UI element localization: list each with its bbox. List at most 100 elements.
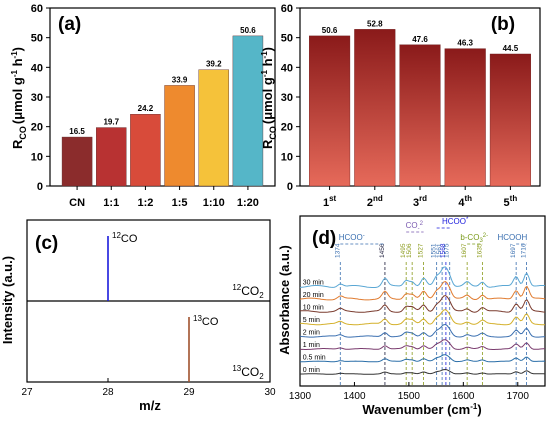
a-bar-value: 19.7 [103,118,119,127]
panel-a-bars: 16.5 19.7 24.2 33.9 39.2 50.6 [61,26,264,187]
panel-d-y-axis-title: Absorbance (a.u.) [277,245,292,355]
b-xtick-label: 4th [458,194,472,209]
panel-d-label: (d) [312,228,336,249]
panel-c-label: (c) [35,233,58,254]
panel-b-y-ticks: 0 10 20 30 40 50 60 [281,3,300,193]
panel-c-x-ticks: 27 28 29 30 [21,378,276,398]
b-bar-value: 50.6 [322,26,338,35]
panel-d-spectra: 30 min 20 min 10 min 5 min 2 min 1 min 0.5 min… [299,266,546,375]
panel-c-mass-spectrum: 27 28 29 30 12CO 13CO (c) 12CO2 13CO2 Intens… [0,219,276,413]
d-peak-label: 1495 [400,243,407,258]
panel-c-x-axis-title: m/z [139,398,161,413]
a-bar [96,127,127,187]
a-xtick-label: 1:1 [103,197,119,209]
b-bar [309,35,351,187]
d-series-label: 5 min [303,317,320,324]
b-bar-value: 46.3 [457,39,473,48]
a-ytick-label: 10 [31,151,43,163]
d-spectrum-line [299,294,546,313]
a-ytick-label: 0 [37,181,43,193]
panel-a-bar-chart: 0 10 20 30 40 50 60 16.5 19.7 24.2 33.9 39.2 50.6 C… [10,3,276,209]
svg-text:RCO(μmol g-1 h-1): RCO(μmol g-1 h-1) [260,47,278,149]
panel-b-x-labels: 1st 2nd 3rd 4th 5th [323,186,517,209]
b-bar [354,29,396,187]
a-ytick-label: 50 [31,33,43,45]
d-spectrum-line [299,354,546,363]
c-xtick-label: 30 [264,387,276,398]
d-spectrum-line [299,280,546,301]
a-ytick-label: 30 [31,92,43,104]
b-bar [489,53,531,187]
d-series-label: 0 min [303,367,320,374]
a-ytick-label: 20 [31,122,43,134]
d-group-label: HCOOH [497,233,527,242]
d-xtick-label: 1700 [507,391,530,402]
c-peak-13co-label: 13CO [193,314,219,328]
d-peak-label: 1506 [406,243,413,258]
d-group-label: CO-2 [406,221,424,232]
d-series-label: 1 min [303,342,320,349]
c-xtick-label: 28 [102,387,114,398]
b-ytick-label: 0 [287,181,293,193]
c-xtick-label: 29 [183,387,195,398]
d-series-label: 2 min [303,330,320,337]
panel-a-label: (a) [58,14,81,35]
a-bar [61,136,93,187]
a-ytick-label: 40 [31,62,43,74]
panel-d-plot-frame [299,215,546,387]
b-xtick-label: 1st [323,194,337,209]
panel-d-x-ticks: 1300 1400 1500 1600 1700 [289,382,529,402]
b-bar-value: 44.5 [503,44,519,53]
panel-b-y-axis-title: RCO(μmol g-1 h-1) [260,47,278,149]
a-xtick-label: 1:5 [172,197,188,209]
b-xtick-label: 3rd [413,194,427,209]
b-bar-value: 47.6 [412,35,428,44]
d-peak-label: 1575 [444,243,451,258]
panel-a-x-labels: CN 1:1 1:2 1:5 1:10 1:20 [69,186,259,209]
svg-text:RCO(μmol g-1 h-1): RCO(μmol g-1 h-1) [10,47,28,149]
d-spectrum-line [299,266,546,288]
d-peak-label: 1551 [431,243,438,258]
b-xtick-label: 2nd [367,194,383,209]
b-ytick-label: 60 [281,3,293,15]
d-peak-label: 1568 [440,243,447,258]
a-bar-value: 16.5 [69,127,85,136]
b-ytick-label: 40 [281,62,293,74]
b-ytick-label: 50 [281,33,293,45]
d-peak-label: 1635 [476,243,483,258]
b-ytick-label: 20 [281,122,293,134]
panel-d-x-axis-title: Wavenumber (cm-1) [362,402,481,417]
d-peak-label: 1561 [436,243,443,258]
panel-c-label-12co2: 12CO2 [232,283,264,300]
a-bar [232,35,264,187]
d-peak-label: 1374 [334,243,341,258]
d-peak-label: 1607 [461,243,468,258]
b-xtick-label: 5th [504,194,518,209]
d-xtick-label: 1500 [398,391,421,402]
b-bar [399,44,441,187]
d-spectrum-line [299,323,546,338]
a-bar-value: 24.2 [138,104,154,113]
d-peak-label: 1527 [418,243,425,258]
d-series-label: 10 min [303,305,324,312]
d-group-label: HCOO- [339,233,365,242]
a-bar-value: 50.6 [240,26,256,35]
d-peak-label: 1456 [379,243,386,258]
b-bar [444,48,486,187]
d-xtick-label: 1600 [452,391,475,402]
panel-b-bar-chart: 0 10 20 30 40 50 60 50.6 52.8 47.6 46.3 44.5 1st 2n… [260,3,541,209]
a-xtick-label: 1:10 [203,197,225,209]
a-ytick-label: 60 [31,3,43,15]
panel-a-y-axis-title: RCO(μmol g-1 h-1) [10,47,28,149]
d-peak-label: 1697 [510,243,517,258]
a-bar [164,85,195,187]
d-spectrum-line [299,368,546,375]
a-bar [130,114,161,187]
a-xtick-label: 1:20 [237,197,259,209]
d-peak-label: 1716 [520,243,527,258]
d-series-label: 0.5 min [303,355,326,362]
b-bar-value: 52.8 [367,19,383,28]
